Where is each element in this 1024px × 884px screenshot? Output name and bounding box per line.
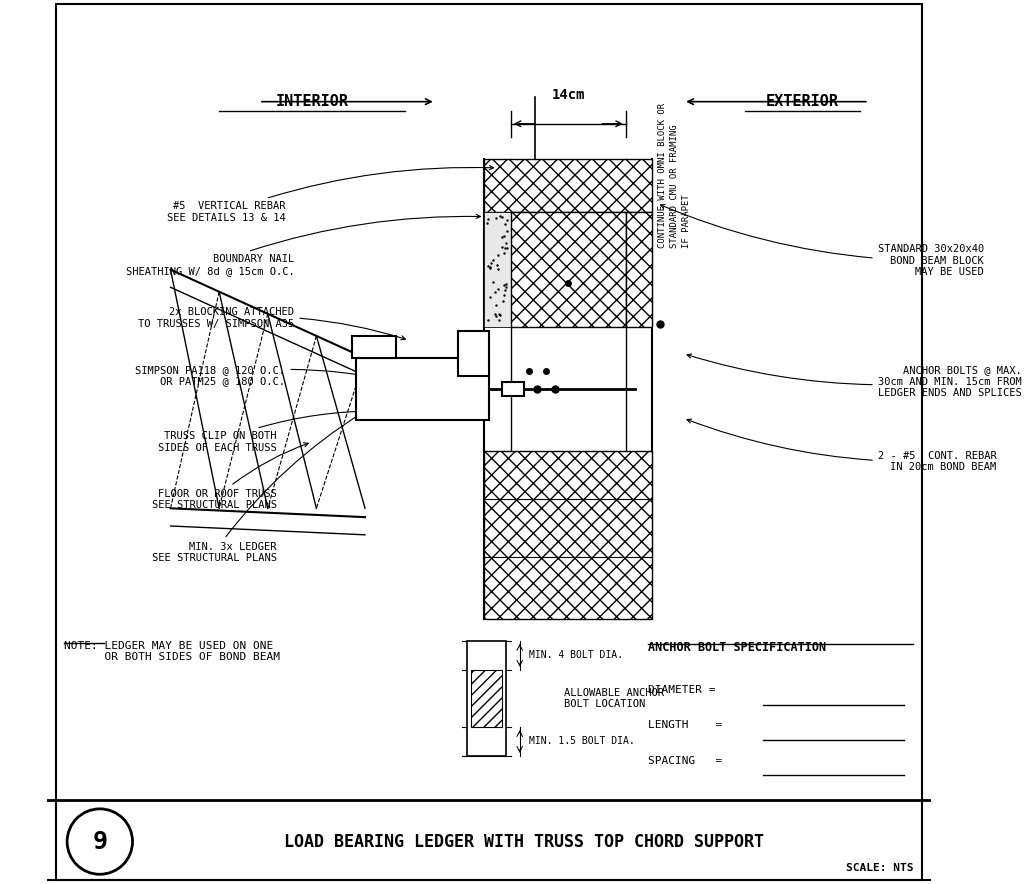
Text: MIN. 3x LEDGER
SEE STRUCTURAL PLANS: MIN. 3x LEDGER SEE STRUCTURAL PLANS bbox=[152, 413, 361, 563]
Text: SPACING   =: SPACING = bbox=[648, 756, 722, 766]
Text: 9: 9 bbox=[92, 829, 108, 854]
Text: ANCHOR BOLTS @ MAX.
30cm AND MIN. 15cm FROM
LEDGER ENDS AND SPLICES: ANCHOR BOLTS @ MAX. 30cm AND MIN. 15cm F… bbox=[687, 354, 1022, 399]
Text: STANDARD 30x20x40
BOND BEAM BLOCK
MAY BE USED: STANDARD 30x20x40 BOND BEAM BLOCK MAY BE… bbox=[660, 204, 984, 278]
Bar bbox=[458, 332, 488, 376]
Bar bbox=[356, 358, 488, 420]
Text: SCALE: NTS: SCALE: NTS bbox=[846, 864, 913, 873]
Text: DIAMETER =: DIAMETER = bbox=[648, 685, 716, 695]
Polygon shape bbox=[471, 670, 503, 727]
Text: EXTERIOR: EXTERIOR bbox=[766, 95, 839, 109]
Text: MIN. 1.5 BOLT DIA.: MIN. 1.5 BOLT DIA. bbox=[528, 736, 634, 746]
Text: MIN. 4 BOLT DIA.: MIN. 4 BOLT DIA. bbox=[528, 651, 623, 660]
Bar bbox=[484, 212, 511, 327]
Text: 2 - #5  CONT. REBAR
IN 20cm BOND BEAM: 2 - #5 CONT. REBAR IN 20cm BOND BEAM bbox=[687, 419, 996, 472]
Bar bbox=[467, 641, 507, 756]
Bar bbox=[511, 212, 626, 327]
Text: ANCHOR BOLT SPECIFICATION: ANCHOR BOLT SPECIFICATION bbox=[648, 641, 826, 654]
Text: BOUNDARY NAIL
SHEATHING W/ 8d @ 15cm O.C.: BOUNDARY NAIL SHEATHING W/ 8d @ 15cm O.C… bbox=[126, 214, 480, 276]
Text: LENGTH    =: LENGTH = bbox=[648, 720, 722, 730]
Text: #5  VERTICAL REBAR
SEE DETAILS 13 & 14: #5 VERTICAL REBAR SEE DETAILS 13 & 14 bbox=[167, 165, 494, 223]
Bar bbox=[484, 159, 652, 212]
Text: NOTE: LEDGER MAY BE USED ON ONE
      OR BOTH SIDES OF BOND BEAM: NOTE: LEDGER MAY BE USED ON ONE OR BOTH … bbox=[65, 641, 281, 662]
Text: LOAD BEARING LEDGER WITH TRUSS TOP CHORD SUPPORT: LOAD BEARING LEDGER WITH TRUSS TOP CHORD… bbox=[284, 833, 764, 850]
Text: INTERIOR: INTERIOR bbox=[275, 95, 348, 109]
Bar bbox=[352, 336, 396, 358]
Text: TRUSS CLIP ON BOTH
SIDES OF EACH TRUSS: TRUSS CLIP ON BOTH SIDES OF EACH TRUSS bbox=[158, 409, 379, 453]
Text: FLOOR OR ROOF TRUSS
SEE STRUCTURAL PLANS: FLOOR OR ROOF TRUSS SEE STRUCTURAL PLANS bbox=[152, 443, 308, 510]
Bar bbox=[484, 212, 652, 327]
Bar bbox=[484, 451, 652, 619]
Text: 2x BLOCKING ATTACHED
TO TRUSSES W/ SIMPSON A35: 2x BLOCKING ATTACHED TO TRUSSES W/ SIMPS… bbox=[138, 308, 406, 339]
Bar bbox=[502, 382, 524, 396]
Bar bbox=[626, 212, 652, 327]
Text: ALLOWABLE ANCHOR
BOLT LOCATION: ALLOWABLE ANCHOR BOLT LOCATION bbox=[564, 688, 664, 709]
Text: 14cm: 14cm bbox=[552, 88, 585, 102]
Text: CONTINUE WITH OMNI BLOCK OR
STANDARD CMU OR FRAMING
IF PARAPET: CONTINUE WITH OMNI BLOCK OR STANDARD CMU… bbox=[658, 103, 691, 248]
Text: SIMPSON PA118 @ 120 O.C.
OR PATM25 @ 180 O.C.: SIMPSON PA118 @ 120 O.C. OR PATM25 @ 180… bbox=[135, 365, 396, 386]
